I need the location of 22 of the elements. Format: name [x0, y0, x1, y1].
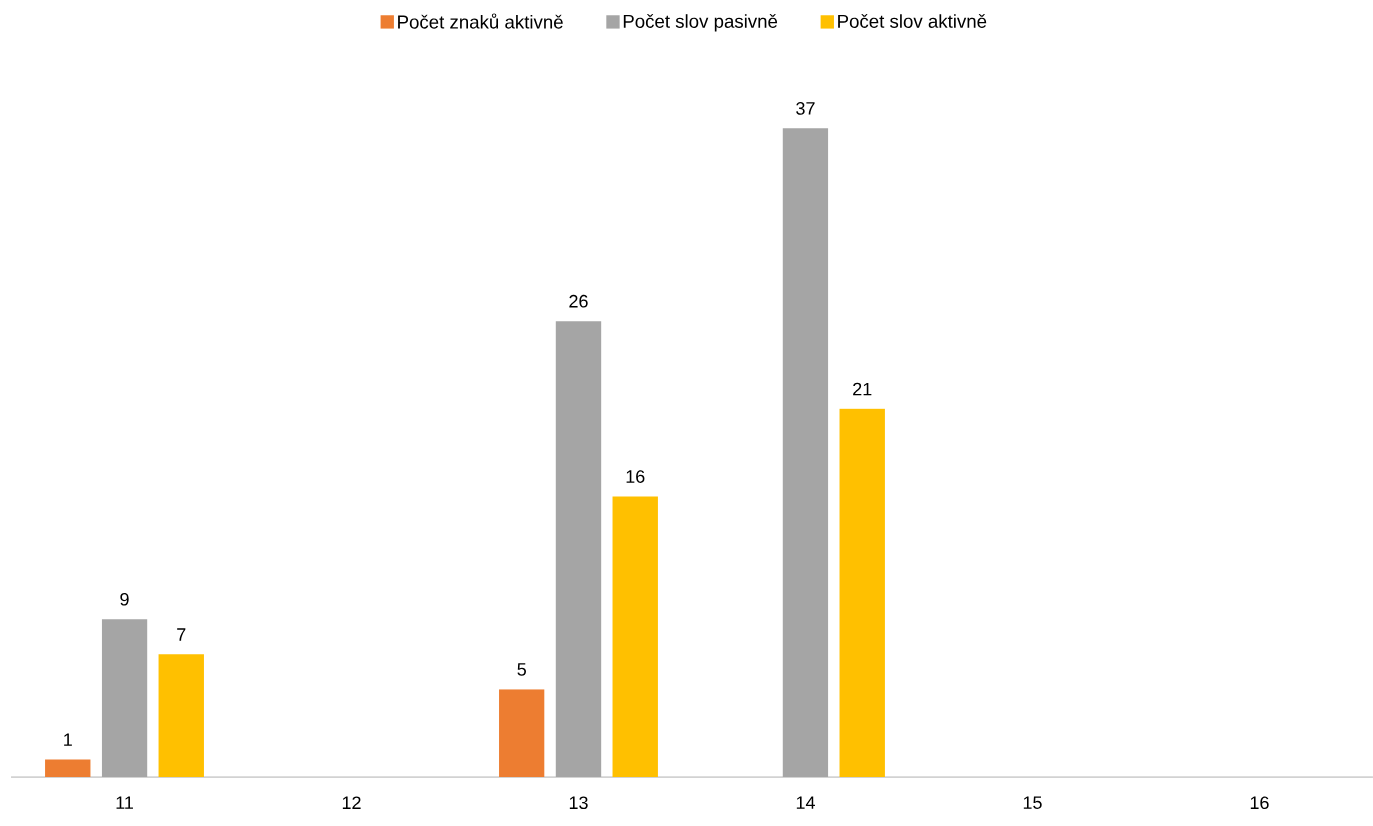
- legend-label: Počet slov aktivně: [838, 14, 987, 28]
- x-tick-label: 16: [1250, 796, 1269, 810]
- bar: [499, 689, 545, 777]
- x-tick-label: 14: [796, 796, 815, 809]
- x-tick-label: 11: [116, 796, 133, 809]
- bar: [612, 496, 658, 777]
- data-label: 26: [569, 294, 588, 308]
- data-label: 9: [120, 592, 129, 606]
- data-label: 1: [64, 733, 72, 746]
- data-label: 7: [177, 628, 186, 641]
- bar: [45, 759, 91, 777]
- x-tick-label: 13: [569, 796, 588, 810]
- legend-label: Počet slov pasivně: [623, 14, 778, 32]
- x-tick-label: 15: [1023, 796, 1042, 809]
- x-tick-label: 12: [342, 796, 361, 809]
- data-label: 5: [517, 663, 526, 676]
- bar: [839, 408, 885, 777]
- bar: [158, 654, 204, 777]
- legend-label: Počet znaků aktivně: [398, 13, 563, 29]
- data-label: 16: [626, 470, 645, 483]
- data-label: 21: [853, 382, 872, 396]
- data-label: 37: [796, 102, 815, 115]
